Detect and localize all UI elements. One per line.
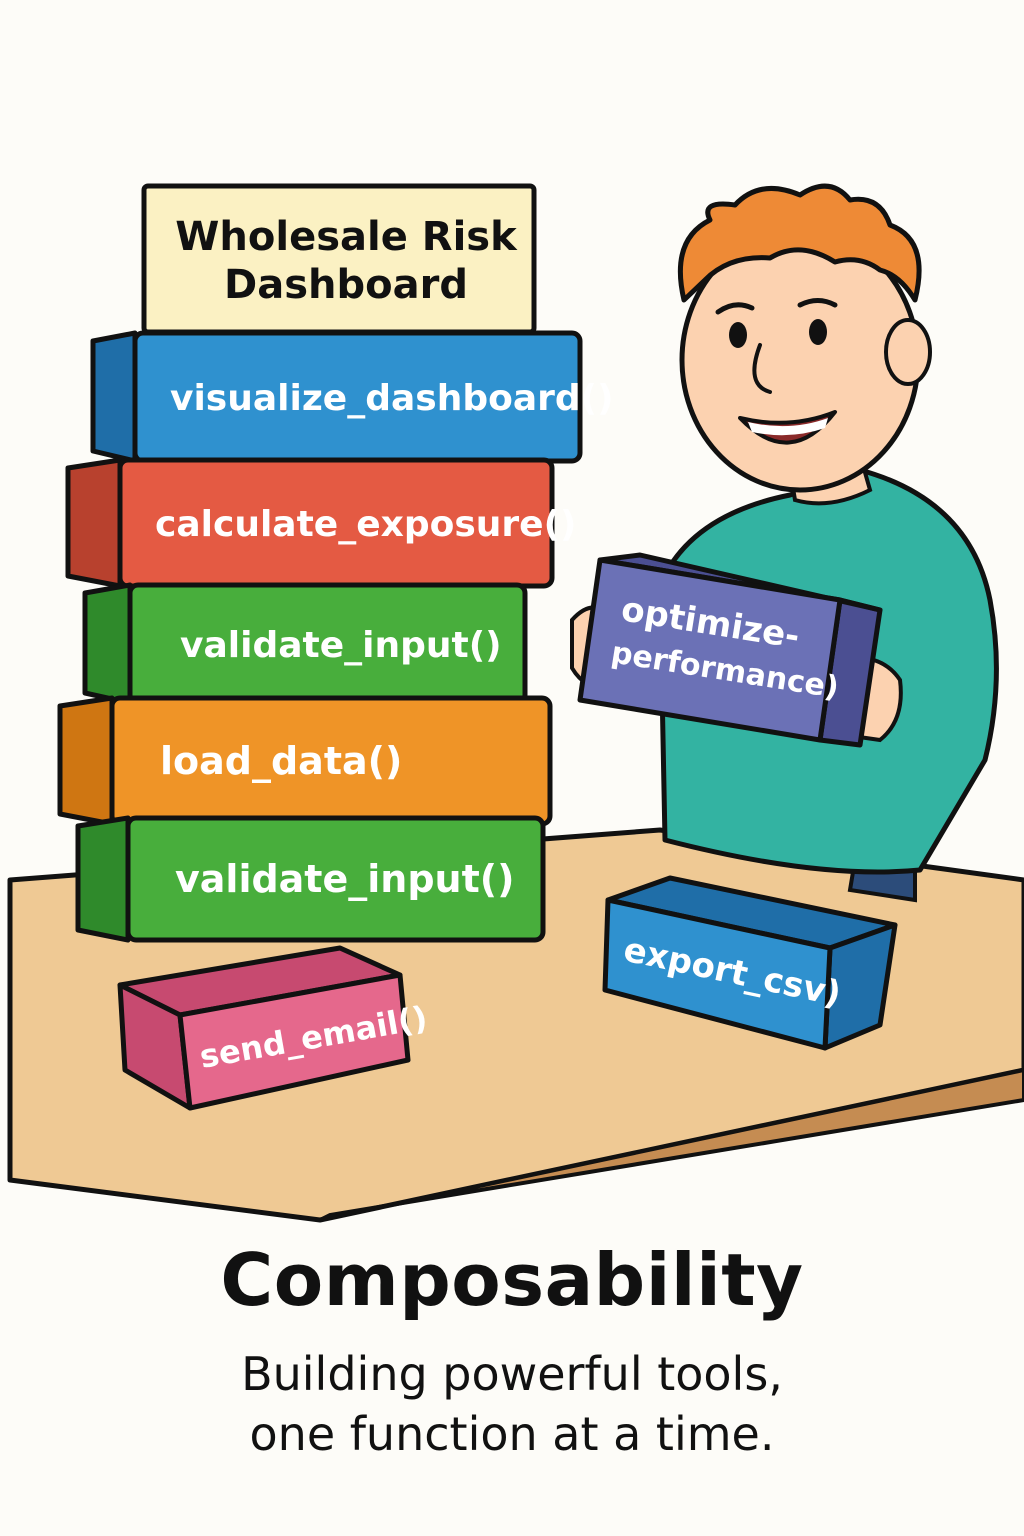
stack-block-label: validate_input() [180,625,502,666]
caption-subtitle: Building powerful tools, one function at… [0,1344,1024,1464]
stack-block-front [125,815,546,943]
stack-block: validate_input() [75,815,546,943]
export-csv-block: export_csv) [602,875,898,1051]
sign-line2: Dashboard [224,262,468,308]
held-block-front [577,557,843,743]
person-eyebrow-left [715,302,755,315]
stack-block-side [90,330,138,464]
stack-block: visualize_dashboard() [90,330,614,464]
stack-block-side [65,457,123,589]
caption-subtitle-line2: one function at a time. [249,1407,775,1461]
person-eyebrow-right [797,298,838,308]
stack-block-label: visualize_dashboard() [170,378,614,419]
sign-line1: Wholesale Risk [175,214,518,260]
sign-block: Wholesale Risk Dashboard [141,183,537,335]
held-block: optimize- performance) [577,552,883,748]
stack-block: calculate_exposure() [65,457,576,589]
person-eye-right [809,319,827,345]
stack-block: validate_input() [82,582,528,706]
person-hair [677,183,922,303]
caption-subtitle-line1: Building powerful tools, [241,1347,783,1401]
stack-block-label: validate_input() [175,857,514,901]
table-front-edge [319,1067,1024,1222]
person-nose [752,343,772,394]
person [570,183,999,903]
person-ear [884,318,932,386]
stack-block-side [75,815,131,943]
caption-title: Composability [220,1238,804,1322]
stack-block-side [57,695,115,827]
stack-block-label: calculate_exposure() [155,504,576,545]
stack-block-label: load_data() [160,739,402,783]
block-stack: visualize_dashboard() calculate_exposure(… [57,330,614,943]
export-csv-block-front [602,897,833,1051]
person-eye-left [729,322,747,348]
send-email-block-front [177,972,411,1111]
stack-block-side [82,582,133,706]
send-email-block: send_email() [117,945,430,1111]
person-teeth [748,418,828,436]
stack-block: load_data() [57,695,553,827]
